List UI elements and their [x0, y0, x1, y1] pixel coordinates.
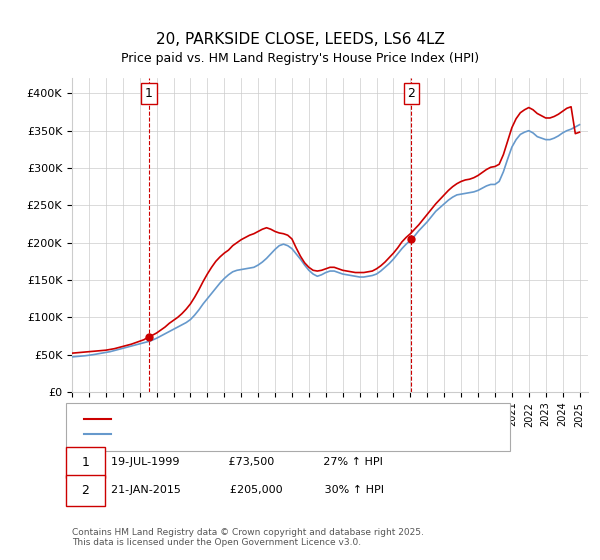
Text: 21-JAN-2015              £205,000            30% ↑ HPI: 21-JAN-2015 £205,000 30% ↑ HPI [111, 485, 384, 495]
Text: 2: 2 [407, 87, 415, 100]
Text: 19-JUL-1999              £73,500              27% ↑ HPI: 19-JUL-1999 £73,500 27% ↑ HPI [111, 457, 383, 467]
Text: 2: 2 [81, 483, 89, 497]
Text: 1: 1 [145, 87, 153, 100]
Text: 1: 1 [81, 455, 89, 469]
Text: Price paid vs. HM Land Registry's House Price Index (HPI): Price paid vs. HM Land Registry's House … [121, 52, 479, 66]
Text: 20, PARKSIDE CLOSE, LEEDS, LS6 4LZ (semi-detached house): 20, PARKSIDE CLOSE, LEEDS, LS6 4LZ (semi… [117, 414, 437, 424]
Text: 20, PARKSIDE CLOSE, LEEDS, LS6 4LZ: 20, PARKSIDE CLOSE, LEEDS, LS6 4LZ [155, 32, 445, 46]
Text: Contains HM Land Registry data © Crown copyright and database right 2025.
This d: Contains HM Land Registry data © Crown c… [72, 528, 424, 547]
Text: HPI: Average price, semi-detached house, Leeds: HPI: Average price, semi-detached house,… [117, 429, 369, 439]
